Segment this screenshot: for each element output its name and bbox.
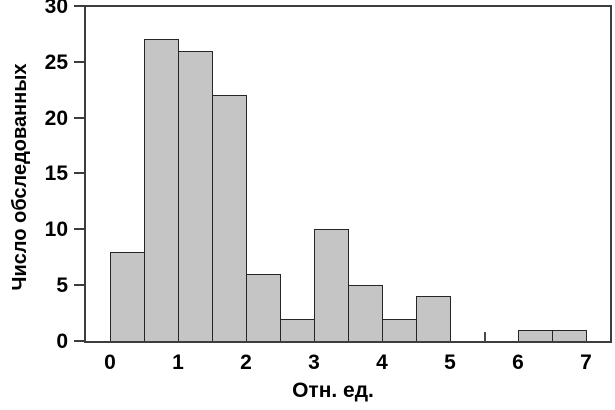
y-axis-line xyxy=(84,5,86,343)
bar xyxy=(382,319,417,343)
y-axis-tick-label: 15 xyxy=(44,162,68,185)
x-axis-tick-label: 5 xyxy=(444,351,456,374)
x-axis-tick-label: 0 xyxy=(104,351,116,374)
y-axis-tick xyxy=(74,5,85,7)
y-axis-tick-label: 10 xyxy=(44,218,68,241)
bar xyxy=(144,39,179,343)
x-axis-tick-label: 3 xyxy=(308,351,320,374)
x-axis-tick-label: 7 xyxy=(580,351,592,374)
x-axis-tick-label: 1 xyxy=(172,351,184,374)
x-axis-title: Отн. ед. xyxy=(292,379,374,402)
y-axis-tick xyxy=(74,172,85,174)
x-axis-tick-label: 6 xyxy=(512,351,524,374)
y-axis-tick-label: 25 xyxy=(44,51,68,74)
bar xyxy=(110,252,145,343)
bar xyxy=(212,95,247,343)
bar xyxy=(314,229,349,343)
y-axis-tick-label: 0 xyxy=(56,330,68,353)
y-axis-tick xyxy=(74,340,85,342)
plot-border-top xyxy=(84,5,612,7)
y-axis-tick xyxy=(74,61,85,63)
axis-artifact-mark xyxy=(484,332,486,342)
bar xyxy=(246,274,281,343)
y-axis-tick-label: 5 xyxy=(56,274,68,297)
y-axis-tick xyxy=(74,228,85,230)
x-axis-tick-label: 2 xyxy=(240,351,252,374)
bar xyxy=(280,319,315,343)
y-axis-tick xyxy=(74,117,85,119)
x-axis-tick-label: 4 xyxy=(376,351,388,374)
y-axis-tick-label: 20 xyxy=(44,107,68,130)
x-axis-line xyxy=(84,341,612,343)
bar xyxy=(348,285,383,343)
plot-border-right xyxy=(610,5,612,343)
y-axis-tick xyxy=(74,284,85,286)
bar xyxy=(416,296,451,343)
y-axis-tick-label: 30 xyxy=(44,0,68,18)
bar xyxy=(178,51,213,343)
